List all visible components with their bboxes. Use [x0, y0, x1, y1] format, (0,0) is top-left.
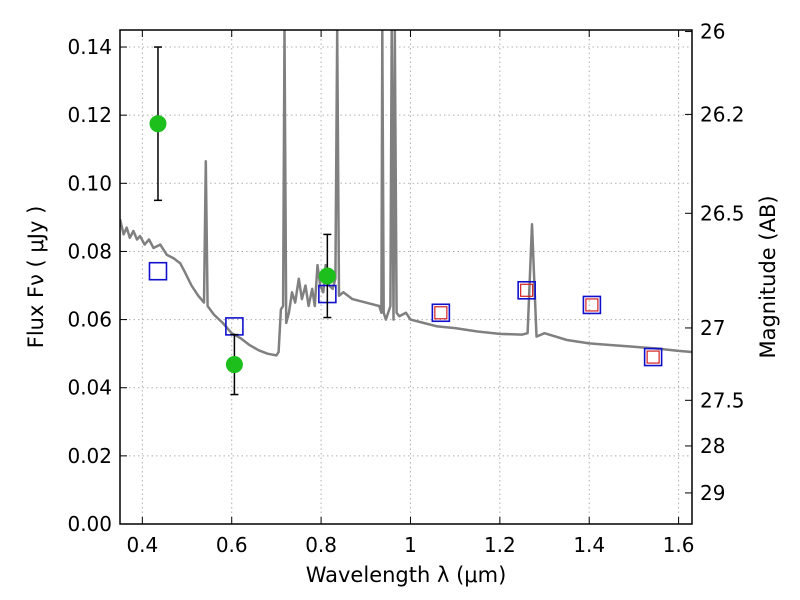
model-band-square	[148, 261, 168, 281]
y2-tick-label: 27.5	[700, 388, 745, 412]
y2-axis-title: Magnitude (AB)	[756, 195, 780, 358]
y2-tick-label: 26.5	[700, 201, 745, 225]
model-band-inner-square	[520, 283, 534, 297]
model-band-square	[582, 295, 602, 315]
model-band-inner-square	[646, 350, 660, 364]
y-tick-label: 0.14	[67, 35, 112, 59]
y-tick-label: 0.00	[67, 512, 112, 536]
y2-tick-label: 27	[700, 316, 725, 340]
x-tick-label: 0.6	[216, 533, 248, 557]
y2-tick-label: 26	[700, 20, 725, 44]
x-tick-label: 0.4	[126, 533, 158, 557]
x-tick-label: 1.2	[484, 533, 516, 557]
plot-frame	[119, 29, 693, 525]
x-tick-label: 1.6	[663, 533, 695, 557]
x-tick-label: 1.4	[573, 533, 605, 557]
x-tick-label: 0.8	[305, 533, 337, 557]
observed-point	[225, 356, 243, 374]
y-tick-label: 0.06	[67, 308, 112, 332]
model-band-square	[517, 280, 536, 300]
data-points-layer	[148, 46, 663, 396]
model-band-inner-square	[434, 306, 448, 320]
model-spectrum-line	[120, 30, 692, 357]
model-band-square	[643, 347, 663, 367]
y-tick-label: 0.10	[67, 171, 112, 195]
tick-labels: 0.4 0.6 0.8 1 1.2 1.4 1.6 0.00 0.02 0.04 0.06 0.08 0…	[67, 20, 744, 557]
y2-tick-label: 28	[700, 434, 725, 458]
x-axis-title: Wavelength λ (μm)	[306, 563, 507, 587]
observed-point	[318, 267, 336, 285]
model-spectrum-layer	[120, 30, 692, 357]
model-band-square	[431, 303, 451, 323]
y-tick-label: 0.04	[67, 376, 112, 400]
y-axis-title: Flux Fν ( μJy )	[24, 206, 48, 349]
y-tick-label: 0.08	[67, 239, 112, 263]
y-tick-label: 0.02	[67, 444, 112, 468]
y2-tick-label: 29	[700, 481, 725, 505]
y2-tick-label: 26.2	[700, 102, 745, 126]
axis-ticks	[120, 30, 692, 525]
model-band-inner-square	[585, 298, 599, 312]
y-tick-label: 0.12	[67, 103, 112, 127]
model-band-square	[225, 317, 244, 336]
grid	[120, 30, 692, 525]
observed-point	[149, 115, 167, 133]
x-tick-label: 1	[404, 533, 417, 557]
